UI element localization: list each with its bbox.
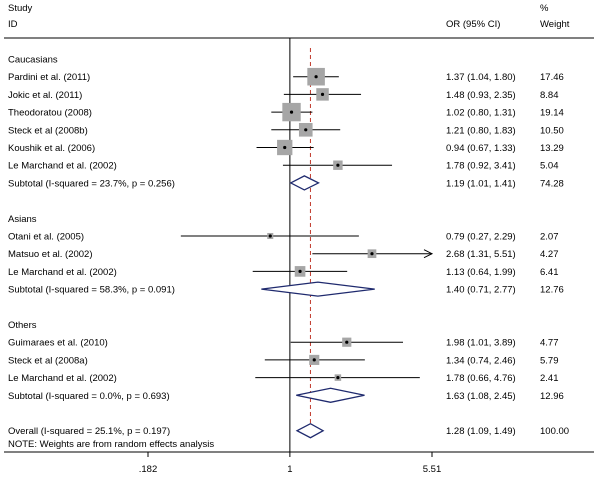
group-label: Asians <box>8 214 37 225</box>
subtotal-weight: 12.96 <box>540 391 564 402</box>
subtotal-or-ci: 1.63 (1.08, 2.45) <box>446 391 516 402</box>
subtotal-diamond <box>261 281 375 297</box>
study-or-ci: 2.68 (1.31, 5.51) <box>446 249 516 260</box>
study-or-ci: 1.98 (1.01, 3.89) <box>446 338 516 349</box>
study-point <box>289 110 294 114</box>
study-or-ci: 1.37 (1.04, 1.80) <box>446 72 516 83</box>
plot-body: Caucasians Pardini et al. (2011) 1.37 (1.0… <box>8 38 569 475</box>
study-label: Koushik et al. (2006) <box>8 143 95 154</box>
study-point <box>298 269 302 273</box>
study-point <box>314 75 318 79</box>
study-weight: 10.50 <box>540 125 564 136</box>
weights-note: NOTE: Weights are from random effects an… <box>8 439 214 450</box>
overall-weight: 100.00 <box>540 426 569 437</box>
study-or-ci: 0.79 (0.27, 2.29) <box>446 232 516 243</box>
study-weight: 2.41 <box>540 373 559 384</box>
subtotal-diamond <box>289 175 320 191</box>
study-or-ci: 1.21 (0.80, 1.83) <box>446 125 516 136</box>
x-tick-label: 5.51 <box>423 464 442 475</box>
study-label: Guimaraes et al. (2010) <box>8 338 108 349</box>
x-tick-label: .182 <box>139 464 158 475</box>
study-label: Le Marchand et al. (2002) <box>8 373 117 384</box>
study-or-ci: 1.48 (0.93, 2.35) <box>446 90 516 101</box>
study-weight: 5.79 <box>540 355 559 366</box>
study-weight: 5.04 <box>540 161 559 172</box>
group-label: Caucasians <box>8 55 58 66</box>
overall-label: Overall (I-squared = 25.1%, p = 0.197) <box>8 426 170 437</box>
study-weight: 4.27 <box>540 249 559 260</box>
study-point <box>283 145 287 150</box>
overall-diamond <box>295 422 325 439</box>
subtotal-label: Subtotal (I-squared = 0.0%, p = 0.693) <box>8 391 170 402</box>
study-weight: 6.41 <box>540 267 559 278</box>
weight-header: Weight <box>540 19 570 30</box>
study-label: Le Marchand et al. (2002) <box>8 161 117 172</box>
subtotal-or-ci: 1.19 (1.01, 1.41) <box>446 178 516 189</box>
study-or-ci: 1.02 (0.80, 1.31) <box>446 108 516 119</box>
study-point <box>336 376 340 380</box>
or-ci-header: OR (95% CI) <box>446 19 500 30</box>
study-header: Study <box>8 3 33 14</box>
study-point <box>336 163 340 167</box>
group-label: Others <box>8 320 37 331</box>
subtotal-label: Subtotal (I-squared = 58.3%, p = 0.091) <box>8 285 175 296</box>
study-label: Le Marchand et al. (2002) <box>8 267 117 278</box>
study-or-ci: 1.78 (0.92, 3.41) <box>446 161 516 172</box>
study-ci-arrow <box>423 249 434 259</box>
study-point <box>312 358 316 362</box>
subtotal-or-ci: 1.40 (0.71, 2.77) <box>446 285 516 296</box>
study-or-ci: 1.34 (0.74, 2.46) <box>446 355 516 366</box>
study-point <box>268 234 272 238</box>
study-label: Theodoratou (2008) <box>8 108 92 119</box>
study-point <box>304 128 308 132</box>
study-label: Jokic et al. (2011) <box>8 90 82 101</box>
study-weight: 2.07 <box>540 232 559 243</box>
subtotal-weight: 74.28 <box>540 178 564 189</box>
study-weight: 13.29 <box>540 143 564 154</box>
id-header: ID <box>8 19 18 30</box>
percent-header: % <box>540 3 549 14</box>
study-weight: 17.46 <box>540 72 564 83</box>
study-point <box>345 340 349 344</box>
subtotal-diamond <box>296 387 365 403</box>
study-point <box>320 92 325 96</box>
study-label: Steck et al (2008b) <box>8 125 88 136</box>
subtotal-weight: 12.76 <box>540 285 564 296</box>
study-label: Pardini et al. (2011) <box>8 72 90 83</box>
study-or-ci: 0.94 (0.67, 1.33) <box>446 143 516 154</box>
study-or-ci: 1.13 (0.64, 1.99) <box>446 267 516 278</box>
study-label: Matsuo et al. (2002) <box>8 249 93 260</box>
study-or-ci: 1.78 (0.66, 4.76) <box>446 373 516 384</box>
study-label: Steck et al (2008a) <box>8 355 88 366</box>
study-weight: 19.14 <box>540 108 564 119</box>
study-point <box>370 252 374 256</box>
overall-or-ci: 1.28 (1.09, 1.49) <box>446 426 516 437</box>
x-tick-label: 1 <box>287 464 292 475</box>
study-weight: 8.84 <box>540 90 559 101</box>
subtotal-label: Subtotal (I-squared = 23.7%, p = 0.256) <box>8 178 175 189</box>
study-label: Otani et al. (2005) <box>8 232 84 243</box>
study-weight: 4.77 <box>540 338 559 349</box>
